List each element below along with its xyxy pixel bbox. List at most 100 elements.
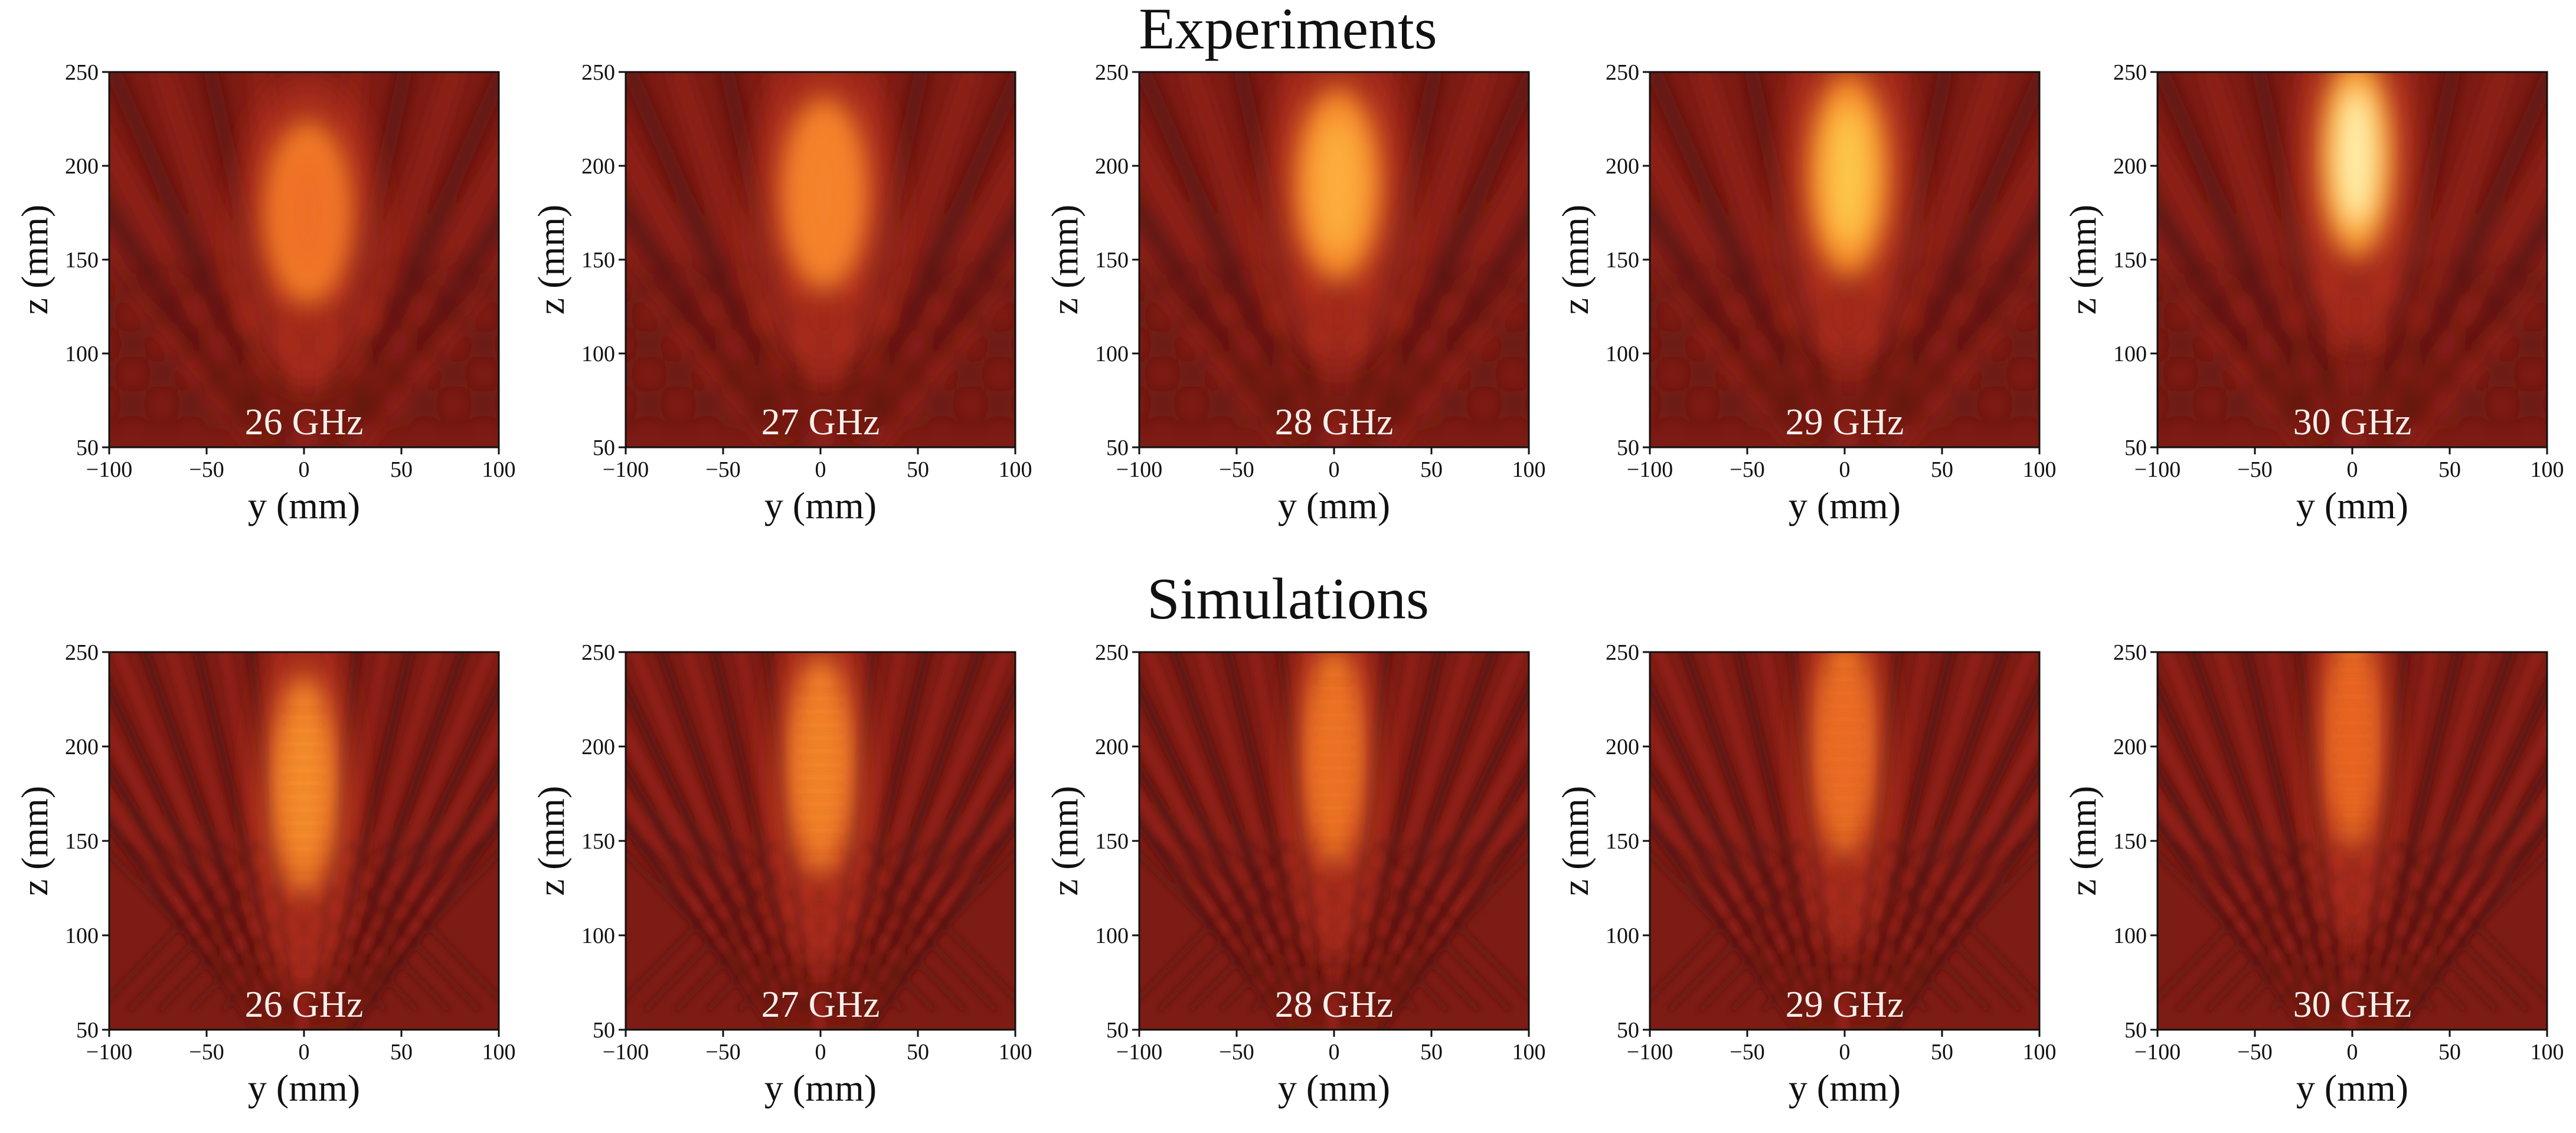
x-tick-label: 50 xyxy=(1420,1040,1443,1065)
x-tick-label: 0 xyxy=(1839,457,1851,482)
x-tick-label: 50 xyxy=(2438,457,2461,482)
y-tick-label: 100 xyxy=(581,924,615,948)
x-tick-label: 100 xyxy=(2023,1040,2057,1065)
y-tick-label: 200 xyxy=(1606,735,1639,759)
panel-experiment-27: −100 −50 0 50 100 50 100 150 200 250 y (mm) z (mm) 2… xyxy=(530,60,1032,526)
heatmap xyxy=(1139,652,1529,1030)
y-axis-label: z (mm) xyxy=(14,786,55,896)
y-axis-label: z (mm) xyxy=(2062,205,2104,315)
y-tick-label: 250 xyxy=(581,640,615,665)
x-tick-label: 100 xyxy=(482,1040,516,1065)
x-tick-label: 100 xyxy=(2531,457,2564,482)
x-tick-label: 0 xyxy=(1329,457,1340,482)
x-tick-label: 50 xyxy=(1931,457,1953,482)
y-tick-label: 50 xyxy=(1617,1018,1639,1043)
x-tick-label: 100 xyxy=(999,1040,1032,1065)
x-tick-label: 100 xyxy=(482,457,516,482)
y-tick-label: 250 xyxy=(65,60,99,85)
y-tick-label: 250 xyxy=(2113,60,2147,85)
row-title-simulation: Simulations xyxy=(1147,566,1429,631)
x-axis-label: y (mm) xyxy=(2296,484,2408,526)
x-tick-label: −50 xyxy=(2237,457,2272,482)
y-tick-label: 50 xyxy=(1106,435,1129,460)
heatmap xyxy=(1650,652,2039,1030)
y-tick-label: 50 xyxy=(76,1018,99,1043)
y-tick-label: 100 xyxy=(581,342,615,366)
y-tick-label: 250 xyxy=(1095,640,1129,665)
y-axis-label: z (mm) xyxy=(1044,205,1086,315)
x-axis-label: y (mm) xyxy=(2296,1067,2408,1109)
y-tick-label: 150 xyxy=(581,829,615,854)
x-tick-label: −50 xyxy=(189,1040,224,1065)
row-experiment: Experiments −100 −50 0 50 100 50 100 150 200 250 y … xyxy=(14,0,2564,526)
panel-simulation-28: −100 −50 0 50 100 50 100 150 200 250 y (mm) z (mm) 2… xyxy=(1044,640,1546,1109)
frequency-label: 26 GHz xyxy=(245,983,364,1025)
y-tick-label: 50 xyxy=(593,435,615,460)
x-tick-label: 50 xyxy=(907,457,929,482)
x-tick-label: 50 xyxy=(907,1040,929,1065)
x-tick-label: −100 xyxy=(1116,457,1162,482)
heatmap xyxy=(1139,72,1529,447)
y-tick-label: 200 xyxy=(1095,154,1129,179)
y-tick-label: 150 xyxy=(65,248,99,273)
x-tick-label: −50 xyxy=(1730,1040,1764,1065)
y-tick-label: 150 xyxy=(65,829,99,854)
x-axis-label: y (mm) xyxy=(248,484,360,526)
panel-simulation-29: −100 −50 0 50 100 50 100 150 200 250 y (mm) z (mm) 2… xyxy=(1554,640,2057,1109)
y-tick-label: 150 xyxy=(2113,248,2147,273)
x-axis-label: y (mm) xyxy=(248,1067,360,1109)
x-tick-label: −50 xyxy=(1730,457,1764,482)
x-tick-label: 100 xyxy=(1512,457,1546,482)
x-tick-label: 100 xyxy=(1512,1040,1546,1065)
heatmap xyxy=(109,652,499,1030)
x-tick-label: −100 xyxy=(1116,1040,1162,1065)
y-tick-label: 200 xyxy=(65,154,99,179)
y-tick-label: 100 xyxy=(2113,924,2147,948)
y-tick-label: 150 xyxy=(1606,829,1639,854)
y-tick-label: 50 xyxy=(1617,435,1639,460)
y-tick-label: 100 xyxy=(1095,924,1129,948)
x-tick-label: −50 xyxy=(2237,1040,2272,1065)
frequency-label: 28 GHz xyxy=(1275,983,1394,1025)
y-axis-label: z (mm) xyxy=(2062,786,2104,896)
x-tick-label: −50 xyxy=(189,457,224,482)
x-axis-label: y (mm) xyxy=(1789,1067,1901,1109)
y-tick-label: 150 xyxy=(581,248,615,273)
row-simulation: Simulations −100 −50 0 50 100 50 100 150 200 250 y … xyxy=(14,566,2564,1109)
x-tick-label: −50 xyxy=(705,1040,740,1065)
heatmap xyxy=(109,72,499,447)
x-tick-label: 0 xyxy=(299,457,310,482)
y-tick-label: 50 xyxy=(593,1018,615,1043)
heatmap xyxy=(626,72,1015,447)
frequency-label: 27 GHz xyxy=(761,983,880,1025)
y-tick-label: 250 xyxy=(65,640,99,665)
x-tick-label: 50 xyxy=(390,457,413,482)
x-tick-label: 100 xyxy=(2531,1040,2564,1065)
y-tick-label: 150 xyxy=(1095,829,1129,854)
y-tick-label: 200 xyxy=(2113,735,2147,759)
y-tick-label: 150 xyxy=(1095,248,1129,273)
frequency-label: 28 GHz xyxy=(1275,401,1394,443)
y-tick-label: 250 xyxy=(2113,640,2147,665)
x-tick-label: 100 xyxy=(2023,457,2057,482)
x-tick-label: 50 xyxy=(390,1040,413,1065)
x-axis-label: y (mm) xyxy=(764,484,877,526)
y-axis-label: z (mm) xyxy=(14,205,55,315)
y-axis-label: z (mm) xyxy=(530,786,572,896)
y-tick-label: 100 xyxy=(1095,342,1129,366)
x-tick-label: −100 xyxy=(2134,457,2181,482)
frequency-label: 30 GHz xyxy=(2293,983,2412,1025)
y-tick-label: 200 xyxy=(581,735,615,759)
y-tick-label: 250 xyxy=(1606,60,1639,85)
x-tick-label: −100 xyxy=(603,457,649,482)
y-tick-label: 200 xyxy=(65,735,99,759)
x-axis-label: y (mm) xyxy=(1789,484,1901,526)
x-tick-label: −100 xyxy=(86,457,132,482)
y-tick-label: 200 xyxy=(2113,154,2147,179)
frequency-label: 27 GHz xyxy=(761,401,880,443)
frequency-label: 26 GHz xyxy=(245,401,364,443)
frequency-label: 29 GHz xyxy=(1786,401,1904,443)
y-tick-label: 100 xyxy=(65,342,99,366)
panel-simulation-26: −100 −50 0 50 100 50 100 150 200 250 y (mm) z (mm) 2… xyxy=(14,640,516,1109)
y-tick-label: 200 xyxy=(1095,735,1129,759)
